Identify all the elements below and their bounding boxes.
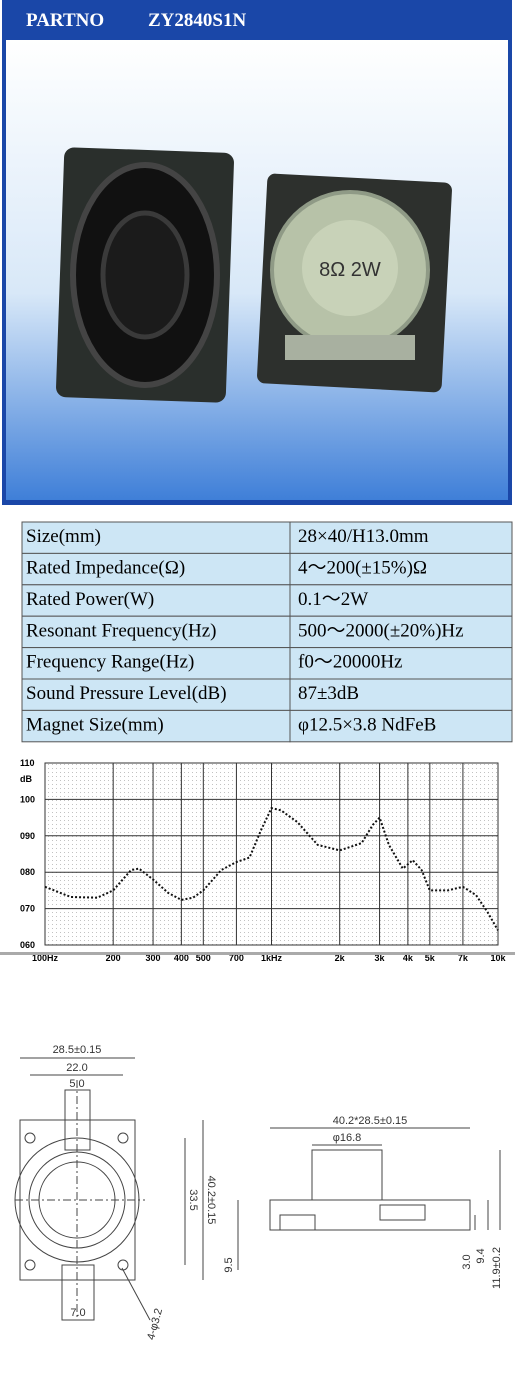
dimension-label: 7.0 — [70, 1307, 85, 1319]
table-cell — [289, 615, 513, 649]
spec-name: Frequency Range(Hz) — [26, 652, 194, 673]
dimension-label: 9.5 — [223, 1257, 235, 1272]
table-cell — [289, 678, 513, 711]
spec-value: 4～200(±15%)Ω — [298, 557, 427, 578]
y-tick-label: 100 — [20, 794, 35, 804]
table-cell — [289, 552, 513, 586]
x-tick-label: 2k — [335, 953, 346, 963]
x-tick-label: 5k — [425, 953, 436, 963]
dimension-label: 11.9±0.2 — [491, 1247, 503, 1289]
x-tick-label: 4k — [403, 953, 414, 963]
x-tick-label: 400 — [174, 953, 189, 963]
y-tick-label: 090 — [20, 831, 35, 841]
dimension-label: 4-φ3.2 — [145, 1307, 165, 1341]
rule — [0, 952, 515, 955]
table-cell — [21, 552, 291, 586]
spec-table: Size(mm) 28×40/H13.0mm Rated Impedance(Ω) 4… — [21, 521, 513, 743]
table-cell — [21, 647, 291, 680]
magnet-center — [302, 220, 398, 316]
spec-value: 0.1～2W — [298, 589, 368, 610]
dimension-label: 9.4 — [475, 1248, 487, 1263]
speaker-dome — [100, 210, 190, 340]
y-tick-label: 060 — [20, 940, 35, 950]
table-cell — [21, 615, 291, 649]
spec-value: 500～2000(±20%)Hz — [298, 620, 464, 641]
spec-value: φ12.5×3.8 NdFeB — [298, 714, 436, 735]
header-label: PARTNO — [26, 10, 104, 31]
x-tick-label: 700 — [229, 953, 244, 963]
spec-name: Rated Impedance(Ω) — [26, 557, 185, 578]
table-cell — [289, 584, 513, 617]
dimension-label: 5.0 — [69, 1078, 84, 1090]
spec-name: Size(mm) — [26, 526, 101, 547]
spec-name: Resonant Frequency(Hz) — [26, 620, 216, 641]
dimension-label: 40.2±0.15 — [205, 1176, 217, 1225]
x-tick-label: 300 — [146, 953, 161, 963]
front-drawing — [14, 1057, 204, 1321]
x-tick-label: 100Hz — [32, 953, 59, 963]
x-tick-label: 1kHz — [261, 953, 283, 963]
side-drawing — [237, 1127, 501, 1270]
table-cell — [289, 709, 513, 743]
spec-value: 28×40/H13.0mm — [298, 526, 429, 547]
dimension-label: 28.5±0.15 — [53, 1044, 102, 1056]
x-tick-label: 10k — [490, 953, 506, 963]
y-tick-label: 070 — [20, 904, 35, 914]
x-tick-label: 7k — [458, 953, 469, 963]
x-tick-label: 500 — [196, 953, 211, 963]
header-part: ZY2840S1N — [148, 10, 246, 31]
table-cell — [21, 521, 291, 554]
x-tick-label: 200 — [106, 953, 121, 963]
y-label: dB — [20, 774, 32, 784]
y-tick-label: 110 — [20, 758, 35, 768]
dimension-label: 22.0 — [66, 1062, 87, 1074]
spec-name: Rated Power(W) — [26, 589, 154, 610]
terminal — [285, 335, 415, 360]
dimension-label: 40.2*28.5±0.15 — [333, 1115, 408, 1127]
table-cell — [289, 521, 513, 554]
y-tick-label: 080 — [20, 867, 35, 877]
marking: 8Ω 2W — [319, 259, 381, 281]
spec-name: Magnet Size(mm) — [26, 714, 164, 735]
response-curve — [44, 806, 499, 931]
spec-name: Sound Pressure Level(dB) — [26, 683, 227, 704]
response-chart: dB 060 070 080 090 100 110 100Hz 200 300 400 500 70… — [20, 758, 506, 963]
x-tick-label: 3k — [375, 953, 386, 963]
spec-value: 87±3dB — [298, 683, 359, 704]
dimension-label: φ16.8 — [333, 1132, 362, 1144]
spec-value: f0～20000Hz — [298, 652, 402, 673]
dimension-label: 33.5 — [187, 1189, 199, 1210]
dimension-label: 3.0 — [461, 1254, 473, 1269]
table-cell — [21, 678, 291, 711]
